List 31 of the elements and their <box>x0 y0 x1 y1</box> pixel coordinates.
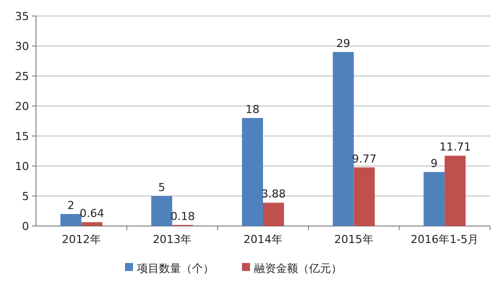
x-tick-label: 2015年 <box>334 233 374 246</box>
x-tick-label: 2014年 <box>244 233 282 246</box>
bar <box>242 118 263 226</box>
data-label: 2 <box>67 199 74 212</box>
y-tick-label: 15 <box>15 130 29 143</box>
y-tick-label: 35 <box>15 10 29 23</box>
data-label: 9 <box>430 157 438 170</box>
data-label: 11.71 <box>439 140 471 154</box>
bar <box>444 156 466 226</box>
bar <box>60 214 82 226</box>
data-label: 18 <box>246 103 260 116</box>
bar <box>332 52 354 226</box>
y-tick-label: 25 <box>15 70 29 83</box>
y-tick-label: 20 <box>15 100 29 113</box>
y-tick-label: 0 <box>22 220 29 233</box>
legend-label: 融资金额（亿元） <box>254 262 342 275</box>
bar <box>151 196 172 226</box>
data-label: 0.64 <box>80 207 104 220</box>
data-label: 5 <box>158 181 166 194</box>
bar <box>263 202 284 226</box>
y-tick-label: 5 <box>22 190 29 203</box>
y-tick-label: 10 <box>15 160 29 173</box>
legend-label: 项目数量（个） <box>137 262 214 275</box>
data-label: 29 <box>336 37 350 50</box>
y-tick-label: 30 <box>15 40 29 53</box>
bar <box>424 172 445 226</box>
bar <box>354 167 375 226</box>
bar <box>81 222 102 226</box>
x-tick-label: 2012年 <box>62 233 101 246</box>
x-tick-label: 2013年 <box>152 233 192 246</box>
x-tick-label: 2016年1-5月 <box>410 233 479 246</box>
